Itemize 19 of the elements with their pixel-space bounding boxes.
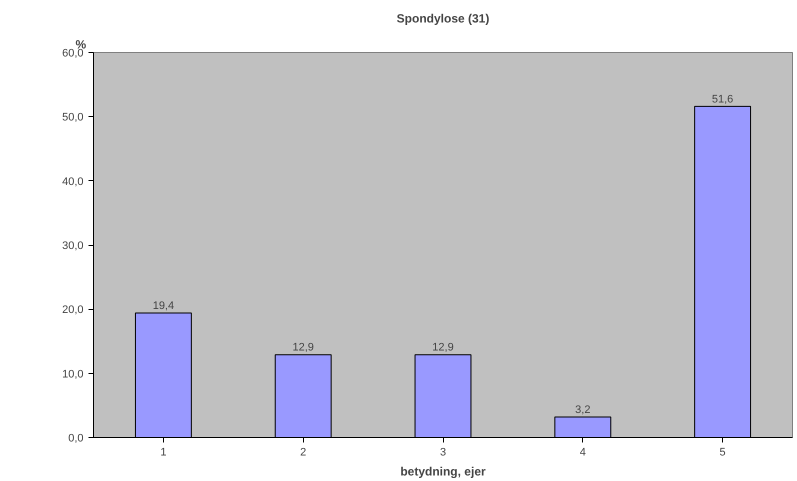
x-tick-label: 2	[300, 446, 306, 458]
x-tick-label: 5	[720, 446, 726, 458]
data-label: 3,2	[575, 404, 590, 416]
chart-title: Spondylose (31)	[396, 12, 490, 26]
data-label: 19,4	[152, 300, 174, 312]
x-tick-label: 1	[160, 446, 166, 458]
y-tick-label: 40,0	[62, 176, 84, 188]
y-tick-label: 30,0	[62, 240, 84, 252]
x-tick-label: 3	[440, 446, 446, 458]
data-label: 51,6	[712, 93, 734, 106]
y-tick-label: 20,0	[62, 304, 84, 316]
data-label: 12,9	[432, 342, 454, 354]
x-tick-label: 4	[580, 446, 586, 458]
y-tick-label: 60,0	[62, 48, 84, 60]
data-label: 12,9	[292, 342, 314, 354]
y-tick-label: 10,0	[62, 368, 84, 380]
y-tick-label: 0,0	[68, 432, 84, 444]
y-tick-label: 50,0	[62, 112, 84, 124]
x-axis-title: betydning, ejer	[400, 464, 486, 478]
